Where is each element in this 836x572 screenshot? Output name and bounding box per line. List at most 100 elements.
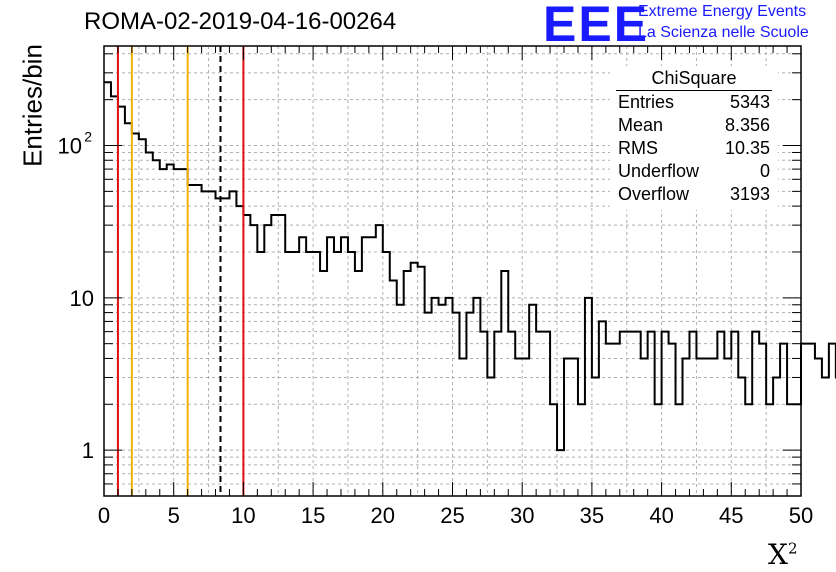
histogram-bin bbox=[759, 344, 766, 496]
stats-key: Entries bbox=[618, 92, 675, 112]
histogram-bin bbox=[703, 358, 710, 496]
x-tick-label: 25 bbox=[440, 503, 464, 528]
histogram-bin bbox=[355, 271, 362, 496]
histogram-bin bbox=[634, 332, 641, 496]
histogram-bin bbox=[243, 215, 250, 496]
histogram-bin bbox=[327, 237, 334, 496]
stats-value: 0 bbox=[759, 161, 770, 181]
histogram-bin bbox=[264, 225, 271, 496]
histogram-bin bbox=[132, 133, 139, 496]
histogram-bin bbox=[250, 225, 257, 496]
histogram-bin bbox=[306, 252, 313, 496]
histogram-bin bbox=[487, 377, 494, 496]
histogram-bin bbox=[362, 237, 369, 496]
histogram-bin bbox=[766, 404, 773, 496]
histogram-bin bbox=[689, 332, 696, 496]
histogram-bin bbox=[731, 332, 738, 496]
y-tick-exponent: 2 bbox=[84, 128, 92, 144]
histogram-bin bbox=[459, 358, 466, 496]
x-tick-label: 45 bbox=[719, 503, 743, 528]
histogram-bin bbox=[620, 332, 627, 496]
x-tick-label: 40 bbox=[649, 503, 673, 528]
histogram-bin bbox=[376, 225, 383, 496]
histogram-bin bbox=[209, 191, 216, 496]
histogram-bin bbox=[494, 332, 501, 496]
histogram-bin bbox=[236, 206, 243, 496]
histogram-bin bbox=[439, 305, 446, 496]
histogram-bin bbox=[773, 377, 780, 496]
histogram-bin bbox=[111, 96, 118, 496]
histogram-bin bbox=[585, 298, 592, 496]
x-tick-label: 35 bbox=[580, 503, 604, 528]
histogram-bin bbox=[683, 358, 690, 496]
histogram-bin bbox=[480, 332, 487, 496]
histogram-bin bbox=[543, 332, 550, 496]
stats-box: ChiSquare Entries 5343 Mean 8.356 RMS 10… bbox=[610, 66, 778, 210]
histogram-bin bbox=[334, 252, 341, 496]
x-tick-label: 0 bbox=[98, 503, 110, 528]
histogram-bin bbox=[160, 169, 167, 496]
x-tick-label: 10 bbox=[231, 503, 255, 528]
histogram-bin bbox=[139, 139, 146, 496]
histogram-bin bbox=[550, 404, 557, 496]
histogram-bin bbox=[508, 332, 515, 496]
histogram-bin bbox=[383, 252, 390, 496]
histogram-bin bbox=[669, 344, 676, 496]
histogram-bin bbox=[822, 377, 829, 496]
histogram-bin bbox=[202, 191, 209, 496]
histogram-bin bbox=[473, 298, 480, 496]
histogram-bin bbox=[752, 332, 759, 496]
histogram-bin bbox=[648, 332, 655, 496]
histogram-bin bbox=[432, 298, 439, 496]
histogram-bin bbox=[292, 252, 299, 496]
histogram-bin bbox=[829, 344, 836, 496]
histogram-bin bbox=[522, 358, 529, 496]
histogram-bin bbox=[536, 332, 543, 496]
histogram-bin bbox=[662, 332, 669, 496]
histogram-bin bbox=[404, 271, 411, 496]
histogram-bin bbox=[571, 358, 578, 496]
y-axis-label: Entries/bin bbox=[17, 44, 48, 167]
stats-value: 5343 bbox=[729, 92, 770, 112]
histogram-bin bbox=[613, 344, 620, 496]
histogram-bin bbox=[369, 237, 376, 496]
histogram-bin bbox=[195, 185, 202, 496]
histogram-bin bbox=[696, 358, 703, 496]
histogram-bin bbox=[188, 185, 195, 496]
histogram-bin bbox=[341, 237, 348, 496]
histogram-bin bbox=[118, 107, 125, 496]
histogram-bin bbox=[717, 332, 724, 496]
histogram bbox=[104, 81, 836, 496]
x-tick-label: 50 bbox=[789, 503, 813, 528]
chart-title: ROMA-02-2019-04-16-00264 bbox=[84, 8, 397, 35]
histogram-bin bbox=[153, 160, 160, 496]
histogram-bin bbox=[745, 404, 752, 496]
histogram-bin bbox=[529, 305, 536, 496]
y-tick-label: 1 bbox=[82, 438, 94, 463]
stats-key: Mean bbox=[618, 115, 664, 135]
eee-logo: EEE bbox=[543, 0, 650, 52]
y-tick-label: 10 bbox=[58, 133, 82, 158]
histogram-bin bbox=[285, 252, 292, 496]
histogram-bin bbox=[348, 252, 355, 496]
histogram-bin bbox=[501, 271, 508, 496]
histogram-bin bbox=[397, 305, 404, 496]
logo-line-1: Extreme Energy Events bbox=[638, 3, 807, 20]
histogram-outline bbox=[104, 81, 836, 452]
histogram-bin bbox=[801, 344, 808, 496]
histogram-bin bbox=[167, 165, 174, 496]
histogram-bin bbox=[564, 358, 571, 496]
histogram-bin bbox=[425, 313, 432, 496]
stats-value: 3193 bbox=[729, 184, 770, 204]
stats-key: Overflow bbox=[618, 184, 690, 204]
histogram-bin bbox=[453, 313, 460, 496]
histogram-bin bbox=[641, 358, 648, 496]
x-tick-label: 30 bbox=[510, 503, 534, 528]
stats-row-overflow: Overflow 3193 bbox=[610, 183, 778, 206]
x-tick-label: 5 bbox=[168, 503, 180, 528]
histogram-bin bbox=[466, 313, 473, 496]
x-tick-label: 15 bbox=[301, 503, 325, 528]
histogram-bin bbox=[257, 252, 264, 496]
histogram-bin bbox=[104, 82, 111, 496]
